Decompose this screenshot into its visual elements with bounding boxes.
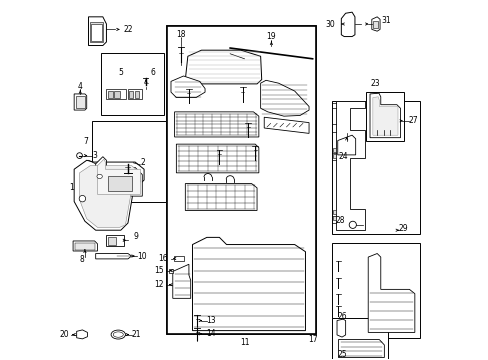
Bar [167, 26, 316, 334]
Polygon shape [341, 12, 354, 37]
Circle shape [79, 195, 85, 202]
Ellipse shape [97, 174, 102, 179]
Bar [332, 318, 387, 359]
Polygon shape [74, 94, 86, 110]
Bar [174, 256, 183, 261]
Polygon shape [264, 117, 308, 134]
Ellipse shape [111, 330, 125, 339]
Text: 6: 6 [150, 68, 155, 77]
Text: 30: 30 [325, 19, 334, 28]
Bar [91, 24, 102, 41]
Bar [332, 101, 419, 234]
Text: 5: 5 [118, 68, 123, 77]
Text: 31: 31 [381, 16, 390, 25]
Text: 14: 14 [206, 329, 216, 338]
Text: 15: 15 [154, 266, 163, 275]
Text: 26: 26 [336, 312, 346, 321]
Text: 16: 16 [158, 254, 167, 263]
Text: 27: 27 [407, 116, 417, 125]
Polygon shape [172, 264, 190, 298]
Polygon shape [333, 154, 335, 158]
Text: 28: 28 [335, 216, 345, 225]
Bar [114, 91, 120, 98]
Polygon shape [171, 76, 204, 98]
Polygon shape [260, 80, 308, 116]
Polygon shape [333, 216, 335, 220]
Polygon shape [73, 241, 97, 251]
Bar [106, 89, 126, 99]
Polygon shape [96, 157, 142, 196]
Polygon shape [74, 160, 144, 230]
Text: 13: 13 [206, 316, 216, 325]
Polygon shape [369, 93, 400, 138]
Circle shape [77, 153, 82, 158]
Text: 4: 4 [78, 82, 82, 91]
Bar [76, 96, 85, 108]
Polygon shape [338, 339, 384, 357]
Polygon shape [176, 144, 258, 173]
Text: 12: 12 [154, 280, 163, 289]
Text: 24: 24 [338, 152, 347, 161]
Polygon shape [335, 101, 364, 230]
Text: 1: 1 [69, 183, 74, 192]
Text: 19: 19 [266, 32, 276, 41]
Bar [106, 234, 123, 246]
Text: 17: 17 [307, 335, 317, 344]
Polygon shape [96, 253, 131, 259]
Polygon shape [336, 319, 345, 337]
Text: 25: 25 [336, 350, 346, 359]
Polygon shape [185, 184, 257, 211]
Bar [129, 91, 133, 98]
Text: 2: 2 [141, 158, 145, 167]
Bar [108, 237, 116, 244]
Bar [101, 53, 163, 116]
Bar [135, 91, 139, 98]
Bar [92, 121, 165, 202]
Text: 11: 11 [239, 338, 249, 347]
Polygon shape [367, 253, 414, 332]
Text: 10: 10 [137, 252, 147, 261]
Text: 20: 20 [59, 330, 69, 339]
Polygon shape [77, 330, 87, 339]
Ellipse shape [113, 332, 123, 337]
Text: 18: 18 [176, 30, 185, 39]
Bar [332, 243, 419, 338]
Bar [90, 22, 103, 42]
Polygon shape [174, 112, 258, 137]
Polygon shape [80, 166, 140, 227]
Text: 22: 22 [123, 25, 132, 34]
Bar [169, 269, 173, 273]
Polygon shape [337, 135, 355, 155]
Polygon shape [372, 97, 397, 135]
Polygon shape [88, 17, 106, 45]
Polygon shape [333, 210, 335, 214]
Polygon shape [333, 148, 335, 152]
Bar [107, 91, 113, 98]
Text: 29: 29 [397, 224, 407, 233]
Polygon shape [185, 50, 261, 84]
Bar [128, 89, 142, 99]
Text: 9: 9 [134, 232, 139, 241]
Bar [372, 22, 378, 28]
Bar [167, 26, 316, 334]
Text: 7: 7 [83, 137, 88, 146]
Polygon shape [371, 17, 379, 31]
Polygon shape [108, 176, 131, 191]
Polygon shape [97, 159, 140, 194]
Text: 3: 3 [92, 151, 97, 160]
Text: 21: 21 [131, 330, 141, 339]
Bar [366, 92, 403, 140]
Polygon shape [192, 237, 305, 330]
Circle shape [348, 221, 356, 228]
Text: 8: 8 [80, 255, 84, 264]
Text: 23: 23 [370, 80, 380, 89]
Bar [74, 243, 95, 250]
